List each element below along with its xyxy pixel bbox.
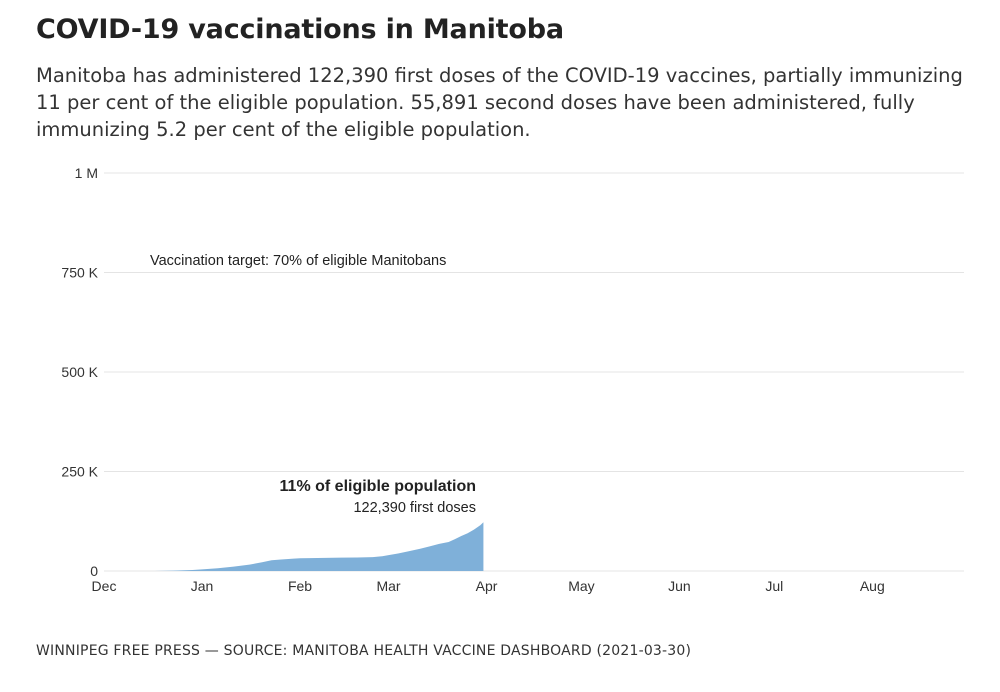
x-tick-label: Jan: [191, 578, 214, 594]
current-value-headline: 11% of eligible population: [280, 478, 476, 495]
y-tick-label: 0: [90, 563, 98, 579]
y-tick-label: 750 K: [61, 265, 98, 281]
chart-area: 0 250 K 500 K 750 K 1 M Dec Jan Feb Mar Apr May Jun…: [0, 150, 1000, 620]
target-annotation: Vaccination target: 70% of eligible Mani…: [150, 253, 446, 269]
x-tick-label: Jul: [765, 578, 783, 594]
first-doses-area: [154, 522, 484, 571]
x-tick-label: Dec: [92, 578, 117, 594]
source-footer: WINNIPEG FREE PRESS — SOURCE: MANITOBA H…: [36, 643, 692, 659]
y-tick-label: 1 M: [75, 165, 98, 181]
x-tick-label: Feb: [288, 578, 312, 594]
vaccination-chart: 0 250 K 500 K 750 K 1 M Dec Jan Feb Mar Apr May Jun…: [61, 165, 964, 594]
x-tick-label: Mar: [376, 578, 400, 594]
chart-subtitle: Manitoba has administered 122,390 first …: [36, 64, 963, 141]
x-tick-label: Apr: [476, 578, 498, 594]
y-tick-label: 250 K: [61, 464, 98, 480]
x-tick-label: Jun: [668, 578, 691, 594]
series-area: [154, 522, 484, 571]
grid-lines: [104, 172, 964, 572]
chart-title: COVID-19 vaccinations in Manitoba: [36, 14, 564, 45]
current-value-detail: 122,390 first doses: [353, 500, 476, 516]
y-tick-label: 500 K: [61, 364, 98, 380]
axes: 0 250 K 500 K 750 K 1 M Dec Jan Feb Mar Apr May Jun…: [61, 165, 884, 594]
x-tick-label: Aug: [860, 578, 885, 594]
x-tick-label: May: [568, 578, 594, 594]
